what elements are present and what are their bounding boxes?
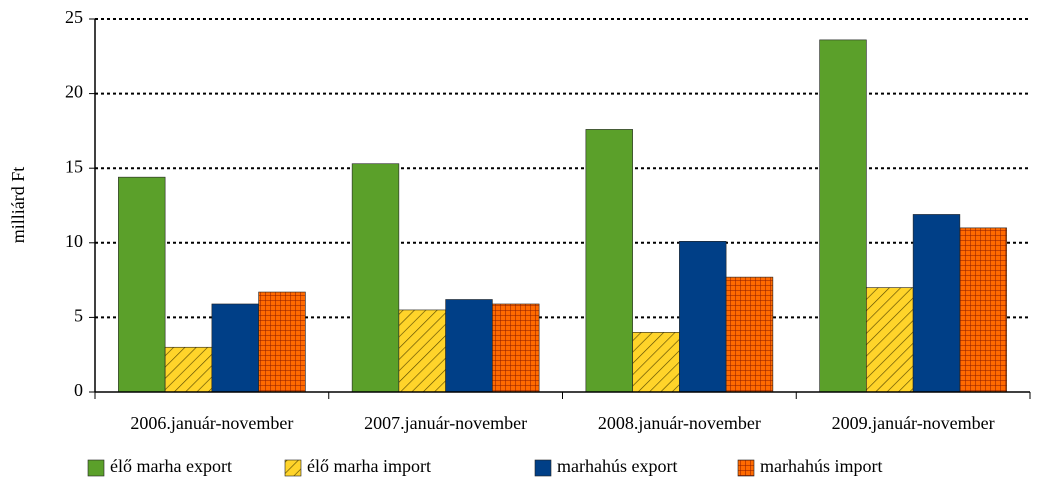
legend-swatch [284,459,302,477]
x-tick-label: 2007.január-november [364,413,527,433]
bar [725,276,774,393]
legend-label: élő marha export [110,456,232,476]
y-tick-label: 25 [65,7,83,27]
x-tick-label: 2008.január-november [598,413,761,433]
legend-swatch [737,459,755,477]
bar [164,346,213,393]
bar [866,287,914,393]
bar [819,39,867,393]
bar [118,176,166,393]
y-tick-label: 0 [74,380,83,400]
bar [211,303,259,393]
bar [585,129,633,393]
bar [492,303,540,393]
bar [679,241,727,393]
y-tick-label: 5 [74,306,83,326]
y-tick-label: 15 [65,156,83,176]
y-tick-label: 20 [65,82,83,102]
legend-swatch [87,459,105,477]
bar [351,163,400,393]
bar [632,332,680,393]
x-tick-label: 2006.január-november [130,413,293,433]
legend-label: marhahús import [760,456,882,476]
legend-label: marhahús export [557,456,677,476]
legend-swatch [534,459,552,477]
x-tick-label: 2009.január-november [832,413,995,433]
legend-label: élő marha import [307,456,431,476]
bar [912,214,961,393]
bar [959,227,1007,393]
bar [445,299,493,393]
y-tick-label: 10 [65,231,83,251]
bar [258,291,306,393]
bar [398,309,446,393]
y-axis-label: milliárd Ft [8,167,28,244]
